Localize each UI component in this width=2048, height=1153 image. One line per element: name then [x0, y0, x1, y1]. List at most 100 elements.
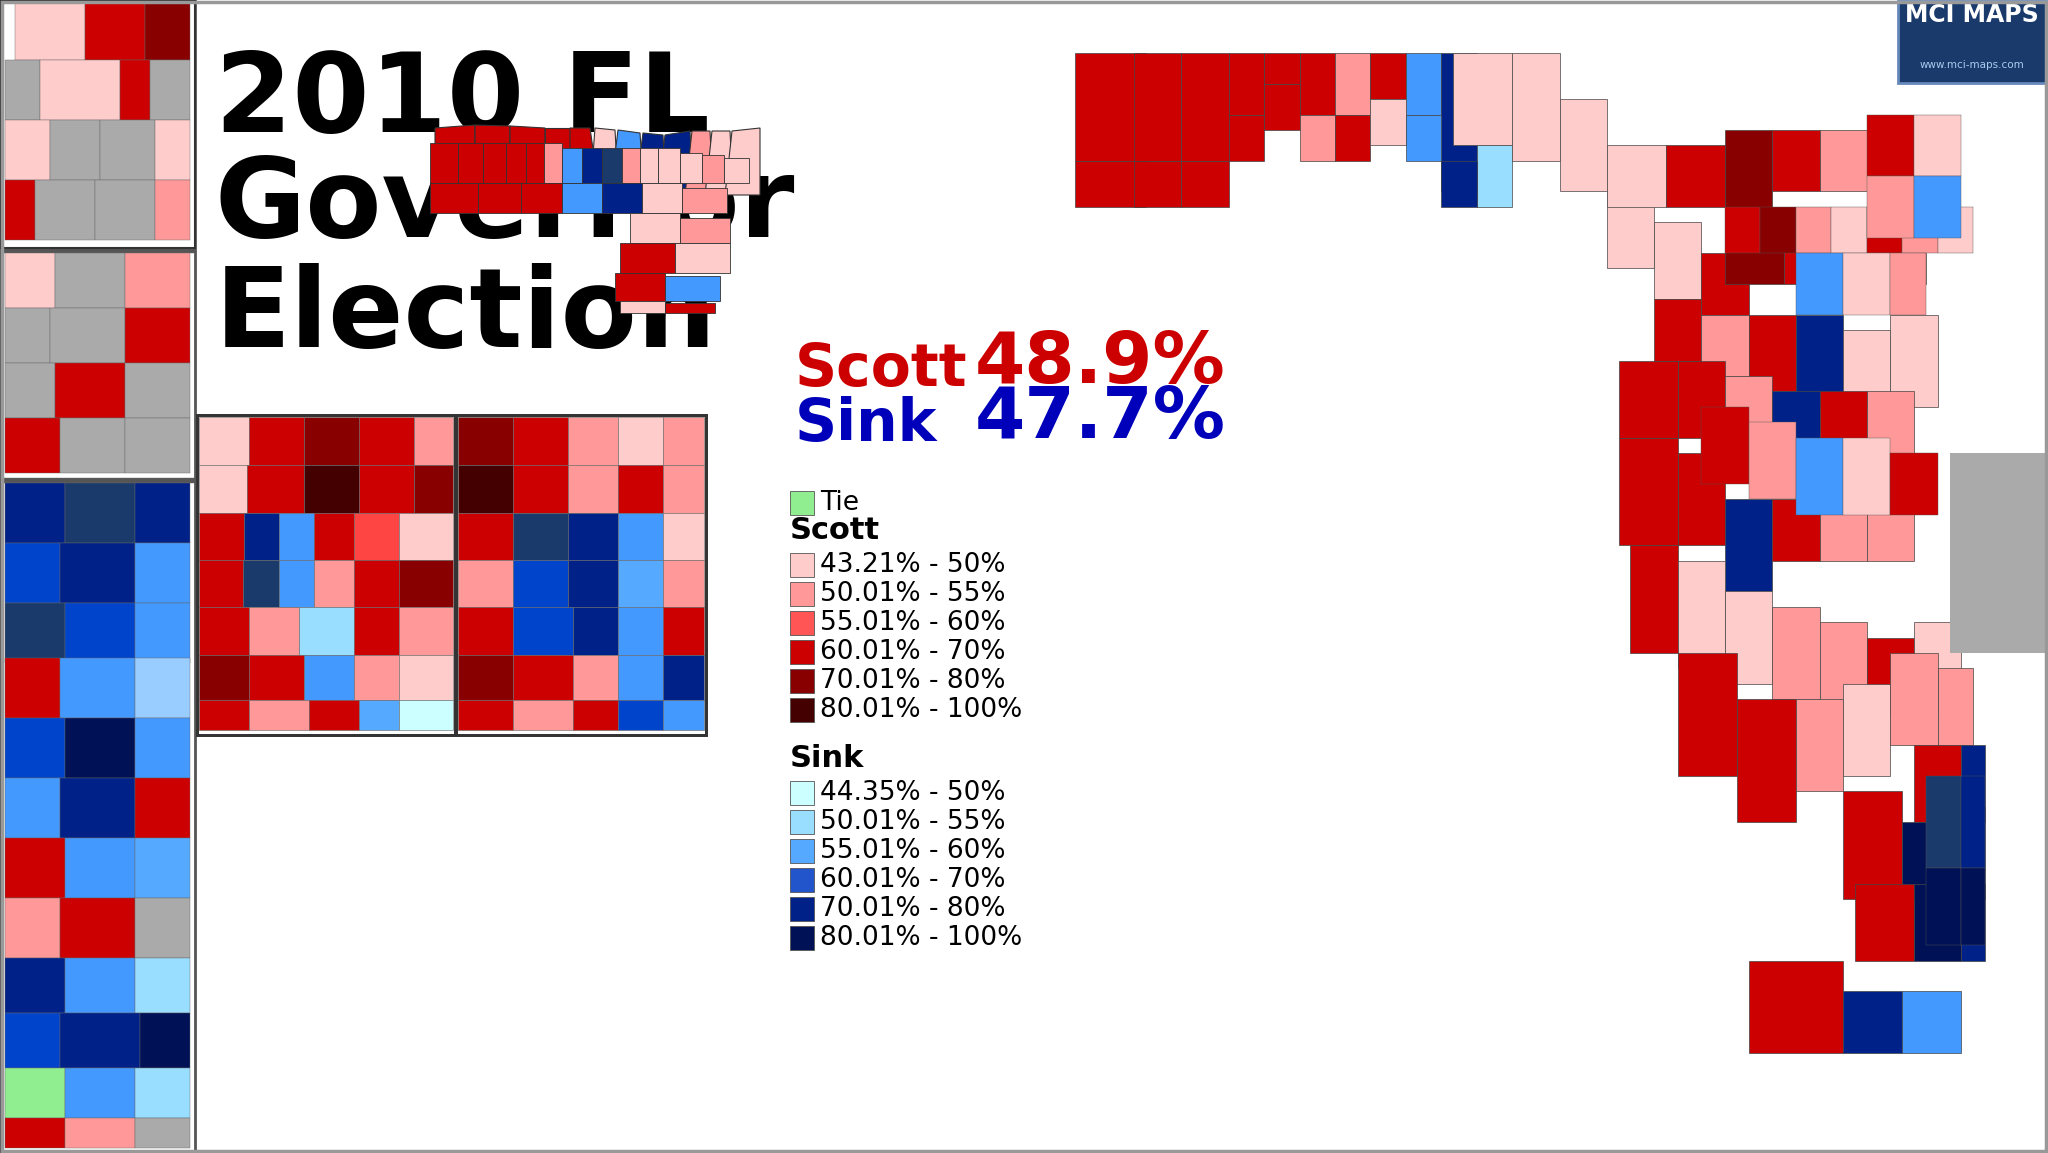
Bar	[250, 417, 303, 465]
Bar	[4, 363, 55, 419]
Bar	[309, 700, 358, 730]
Bar	[1335, 53, 1370, 114]
Bar	[1608, 191, 1655, 269]
Bar	[1819, 623, 1868, 715]
Bar	[791, 553, 813, 576]
Bar	[1890, 315, 1937, 407]
Bar	[618, 417, 664, 465]
Bar	[664, 655, 705, 700]
Bar	[573, 700, 618, 730]
Bar	[457, 415, 707, 734]
Bar	[618, 700, 664, 730]
Bar	[279, 560, 313, 606]
Bar	[1855, 883, 1915, 960]
Bar	[1868, 392, 1915, 468]
Bar	[459, 143, 483, 183]
Bar	[512, 560, 567, 606]
Bar	[791, 640, 813, 664]
Bar	[55, 253, 125, 308]
Bar	[399, 700, 453, 730]
Bar	[1925, 776, 1962, 868]
Polygon shape	[635, 133, 666, 195]
Bar	[791, 698, 813, 722]
Bar	[702, 155, 725, 183]
Bar	[1677, 453, 1724, 545]
Bar	[1915, 623, 1962, 715]
Bar	[4, 898, 59, 958]
Bar	[618, 465, 664, 513]
Bar	[135, 718, 190, 778]
Polygon shape	[657, 131, 692, 195]
Bar	[250, 655, 303, 700]
Bar	[1655, 299, 1702, 361]
Bar	[354, 513, 399, 560]
Bar	[430, 183, 477, 213]
Text: Governor: Governor	[215, 153, 795, 259]
Bar	[1903, 206, 1937, 253]
Text: 48.9%: 48.9%	[975, 329, 1227, 398]
Bar	[66, 958, 135, 1013]
Bar	[199, 700, 250, 730]
Bar	[1749, 960, 1843, 1053]
Bar	[1677, 560, 1724, 669]
Bar	[664, 513, 705, 560]
Bar	[199, 655, 250, 700]
Bar	[14, 0, 86, 60]
Bar	[0, 0, 195, 248]
Bar	[59, 778, 135, 838]
Bar	[135, 838, 190, 898]
Bar	[399, 606, 453, 655]
Bar	[303, 655, 354, 700]
Polygon shape	[725, 128, 760, 195]
Bar	[520, 183, 561, 213]
Bar	[459, 560, 512, 606]
Bar	[664, 465, 705, 513]
Bar	[59, 658, 135, 718]
Bar	[1784, 206, 1831, 284]
Bar	[1442, 160, 1477, 206]
Bar	[1370, 53, 1405, 99]
Bar	[135, 958, 190, 1013]
Bar	[125, 419, 190, 473]
Bar	[354, 560, 399, 606]
Bar	[414, 465, 453, 513]
Bar	[1962, 745, 1985, 822]
Polygon shape	[545, 128, 569, 195]
Bar	[4, 60, 41, 120]
Bar	[1264, 84, 1300, 130]
Bar	[1135, 160, 1182, 206]
Bar	[457, 415, 707, 734]
Bar	[279, 513, 313, 560]
Bar	[1937, 206, 1972, 253]
Text: 47.7%: 47.7%	[975, 384, 1227, 453]
Polygon shape	[705, 131, 731, 195]
Bar	[1772, 606, 1819, 699]
Bar	[1890, 653, 1937, 745]
Bar	[150, 60, 190, 120]
Bar	[1868, 114, 1915, 191]
Bar	[614, 273, 666, 301]
Bar	[573, 606, 618, 655]
Bar	[399, 513, 453, 560]
Text: 55.01% - 60%: 55.01% - 60%	[819, 610, 1006, 636]
Bar	[4, 419, 59, 473]
Bar	[1229, 53, 1264, 114]
Bar	[1843, 253, 1890, 315]
Bar	[791, 669, 813, 693]
Bar	[1737, 699, 1796, 822]
Bar	[66, 1118, 135, 1148]
Bar	[1915, 883, 1962, 960]
Bar	[1796, 253, 1843, 315]
Bar	[1724, 591, 1772, 684]
Bar	[199, 465, 248, 513]
Polygon shape	[434, 125, 475, 193]
Bar	[135, 778, 190, 838]
Polygon shape	[510, 126, 545, 193]
Bar	[358, 465, 414, 513]
Bar	[1962, 776, 1985, 868]
Bar	[1831, 206, 1868, 253]
Bar	[1843, 992, 1903, 1053]
Bar	[313, 513, 354, 560]
Bar	[1511, 53, 1559, 160]
Bar	[582, 148, 602, 183]
